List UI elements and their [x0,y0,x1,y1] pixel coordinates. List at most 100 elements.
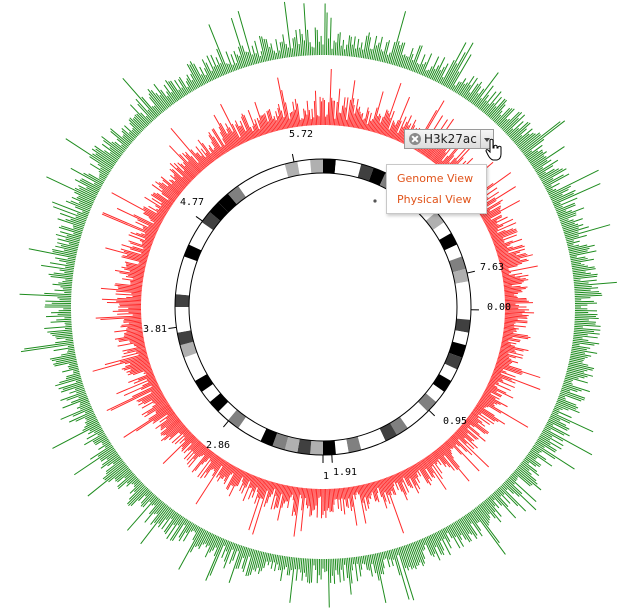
green-track-bar [245,51,251,66]
green-track-bar [354,48,357,58]
red-track-bar [429,146,440,161]
menu-item-genome-view[interactable]: Genome View [397,172,474,185]
green-track-bar [102,440,110,446]
close-icon[interactable] [409,133,421,145]
red-track-bar [183,438,198,454]
red-track-bar [266,481,274,504]
green-track-bar [469,511,478,524]
red-track-bar [364,484,370,505]
red-track-bar [205,451,214,463]
green-track-bar [457,519,472,542]
green-track-bar [367,48,371,60]
green-track-bar [457,83,466,95]
green-track-bar [133,479,140,485]
green-track-bar [390,549,395,560]
red-track-bar [439,446,470,482]
green-track-bar [273,50,277,60]
chevron-down-icon[interactable] [480,130,493,148]
green-track-bar [545,185,552,190]
green-track-bar [512,472,519,478]
red-track-bar [252,125,258,138]
green-track-bar [178,520,190,538]
red-track-bar [201,447,209,457]
green-track-bar [567,365,588,372]
red-track-bar [304,110,308,126]
red-track-bar [136,349,147,353]
red-track-bar [430,453,438,463]
red-track-bar [147,378,156,383]
red-track-bar [383,117,391,136]
red-track-bar [477,401,487,408]
green-track-bar [151,497,159,506]
green-track-bar [66,234,81,240]
red-track-bar [435,152,446,165]
red-track-bar [384,110,395,137]
red-track-bar [132,246,150,253]
menu-item-physical-view[interactable]: Physical View [397,193,472,206]
red-track-bar [372,481,380,503]
red-track-bar [385,477,392,492]
red-track-bar [289,118,292,128]
green-track-bar [232,64,236,71]
green-track-bar [86,418,98,425]
green-track-bar [514,128,533,145]
green-track-bar [572,338,589,342]
green-track-bar [67,257,76,261]
green-track-bar [347,35,351,57]
green-track-bar [275,52,279,60]
red-track-bar [144,211,163,222]
green-track-bar [60,286,72,289]
green-track-bar [569,357,584,361]
green-track-bar [574,297,591,299]
red-track-bar [499,349,524,356]
red-track-bar [216,462,230,482]
red-track-bar [210,453,217,462]
red-track-bar [422,459,436,479]
green-track-bar [574,287,599,290]
green-track-bar [497,487,505,495]
red-track-bar [264,113,271,133]
green-track-bar [513,134,523,143]
green-track-bar [285,43,289,58]
red-track-bar [272,118,277,132]
track-selector[interactable]: H3k27ac [404,129,494,149]
green-track-bar [67,364,78,368]
green-track-bar [524,150,533,157]
red-track-bar [328,68,332,126]
red-track-bar [126,329,143,333]
red-track-bar [491,375,504,382]
red-track-bar [496,360,510,366]
green-track-bar [348,557,353,584]
green-track-bar [84,409,93,414]
red-track-bar [186,444,205,465]
green-track-bar [76,213,88,218]
green-track-bar [73,233,82,237]
red-track-bar [503,285,512,288]
green-track-bar [204,534,217,558]
red-track-bar [274,482,277,490]
red-track-bar [287,486,292,508]
green-track-bar [109,147,122,157]
green-track-bar [121,144,127,150]
green-track-bar [459,518,470,535]
red-track-bar [231,468,241,486]
red-track-bar [281,485,287,508]
green-track-bar [544,173,570,188]
red-track-bar [411,465,419,478]
red-track-bar [486,223,498,229]
green-track-bar [251,45,258,64]
red-track-bar [308,488,311,507]
red-track-bar [499,351,523,359]
red-track-bar [485,220,497,227]
tick-mark [222,420,229,428]
green-track-bar [195,529,206,548]
green-track-bar [571,350,586,354]
green-track-bar [573,329,595,333]
green-track-bar [566,372,585,379]
green-track-bar [131,129,139,137]
green-track-bar [566,240,574,244]
red-track-bar [190,149,207,168]
green-track-bar [354,556,359,582]
green-track-bar [400,54,406,68]
red-track-bar [141,242,152,247]
